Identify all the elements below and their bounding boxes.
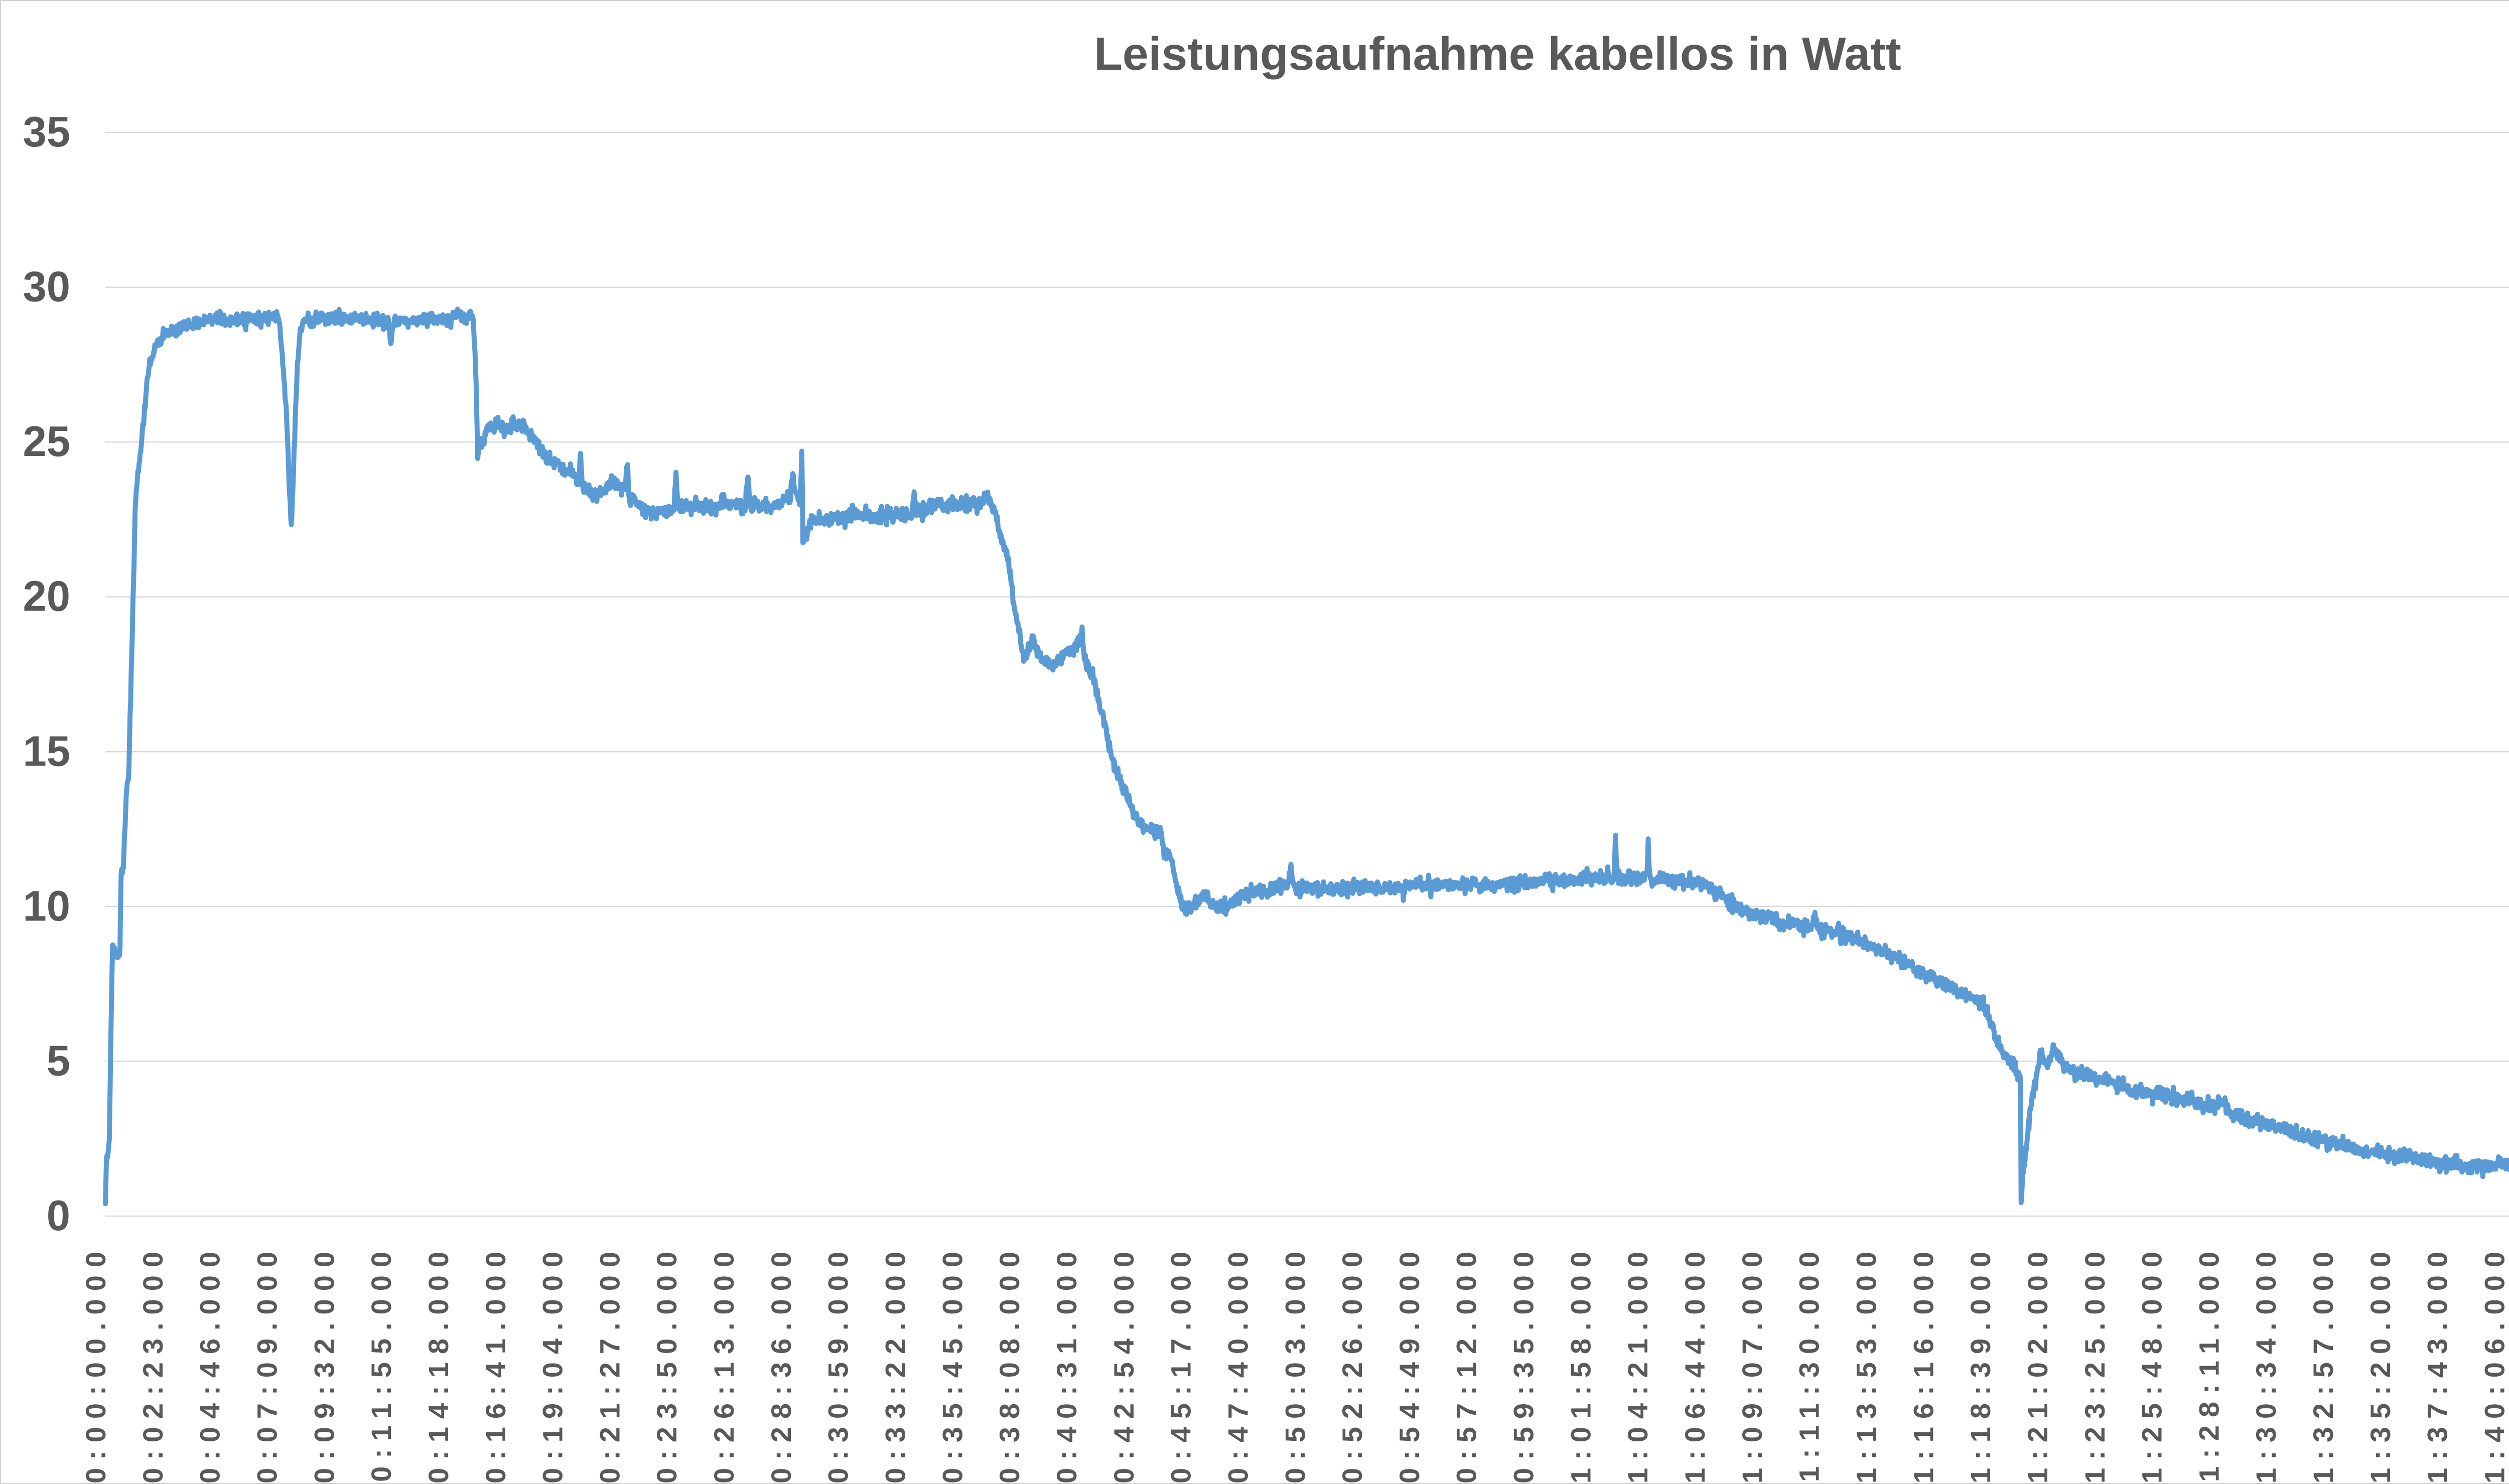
svg-text:0:33:22.000: 0:33:22.000 [880,1244,911,1483]
svg-text:0:14:18.000: 0:14:18.000 [423,1244,454,1483]
svg-text:1:04:21.000: 1:04:21.000 [1622,1244,1653,1483]
svg-text:10: 10 [23,882,70,930]
svg-text:35: 35 [23,108,70,156]
svg-text:0:52:26.000: 0:52:26.000 [1336,1244,1368,1483]
svg-text:30: 30 [23,263,70,311]
svg-text:1:01:58.000: 1:01:58.000 [1565,1244,1596,1483]
svg-text:1:11:30.000: 1:11:30.000 [1793,1244,1825,1482]
svg-text:0:59:35.000: 0:59:35.000 [1508,1244,1540,1483]
svg-text:0:40:31.000: 0:40:31.000 [1051,1244,1082,1483]
svg-text:0:23:50.000: 0:23:50.000 [651,1244,682,1483]
svg-text:1:28:11.000: 1:28:11.000 [2193,1244,2224,1482]
svg-text:1:16:16.000: 1:16:16.000 [1907,1244,1939,1483]
svg-text:0: 0 [47,1192,70,1240]
svg-text:0:26:13.000: 0:26:13.000 [708,1244,740,1483]
svg-text:0:00:00.000: 0:00:00.000 [80,1244,111,1483]
svg-text:Leistungsaufnahme kabellos in: Leistungsaufnahme kabellos in Watt [1094,28,1901,80]
svg-text:20: 20 [23,573,70,621]
svg-text:0:45:17.000: 0:45:17.000 [1165,1244,1197,1483]
svg-text:0:54:49.000: 0:54:49.000 [1393,1244,1425,1483]
svg-text:1:21:02.000: 1:21:02.000 [2022,1244,2053,1483]
svg-text:1:40:06.000: 1:40:06.000 [2479,1244,2509,1483]
svg-text:0:19:04.000: 0:19:04.000 [537,1244,569,1483]
svg-text:0:09:32.000: 0:09:32.000 [308,1244,340,1483]
svg-text:1:37:43.000: 1:37:43.000 [2422,1244,2453,1483]
svg-text:1:35:20.000: 1:35:20.000 [2364,1244,2396,1483]
svg-text:0:07:09.000: 0:07:09.000 [251,1244,283,1483]
svg-text:1:13:53.000: 1:13:53.000 [1850,1244,1882,1483]
svg-text:0:21:27.000: 0:21:27.000 [594,1244,625,1483]
svg-text:0:47:40.000: 0:47:40.000 [1222,1244,1253,1483]
svg-text:1:18:39.000: 1:18:39.000 [1965,1244,1996,1483]
svg-text:0:16:41.000: 0:16:41.000 [480,1244,511,1483]
svg-text:25: 25 [23,418,70,466]
svg-text:1:09:07.000: 1:09:07.000 [1736,1244,1768,1483]
svg-text:5: 5 [47,1037,70,1085]
svg-text:0:02:23.000: 0:02:23.000 [137,1244,169,1483]
svg-text:0:30:59.000: 0:30:59.000 [822,1244,854,1483]
svg-text:1:32:57.000: 1:32:57.000 [2307,1244,2339,1483]
svg-text:0:57:12.000: 0:57:12.000 [1451,1244,1482,1483]
svg-text:0:04:46.000: 0:04:46.000 [194,1244,226,1483]
svg-text:1:25:48.000: 1:25:48.000 [2136,1244,2168,1483]
svg-text:0:42:54.000: 0:42:54.000 [1108,1244,1140,1483]
svg-text:0:50:03.000: 0:50:03.000 [1279,1244,1311,1483]
svg-text:1:06:44.000: 1:06:44.000 [1679,1244,1711,1483]
svg-text:0:28:36.000: 0:28:36.000 [765,1244,797,1483]
svg-text:0:38:08.000: 0:38:08.000 [994,1244,1025,1483]
svg-text:15: 15 [23,727,70,775]
svg-text:1:30:34.000: 1:30:34.000 [2250,1244,2282,1483]
svg-text:0:35:45.000: 0:35:45.000 [936,1244,968,1483]
svg-text:0:11:55.000: 0:11:55.000 [365,1244,397,1482]
svg-text:1:23:25.000: 1:23:25.000 [2079,1244,2111,1483]
